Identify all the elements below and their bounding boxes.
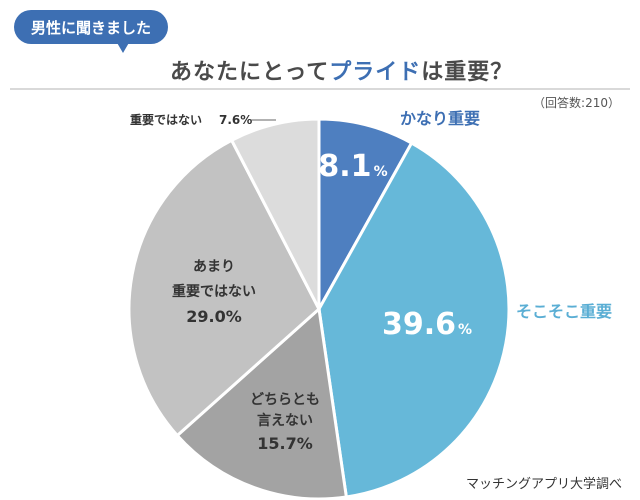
data-label-value: 8.1% [318,149,387,184]
slice-label-line: どちらとも [250,392,320,408]
data-label-number: 8.1 [318,149,371,184]
pie-slice [229,117,321,310]
survey-tag: 男性に聞きました [14,10,168,44]
source-credit: マッチングアプリ大学調べ [465,477,622,492]
slice-label-line: 言えない [257,412,313,429]
page-title: あなたにとってプライドは重要？ [170,54,513,86]
title-highlight: プライド [329,60,422,85]
survey-tag-label: 男性に聞きました [30,18,151,37]
data-label-value: 7.6% [219,113,252,127]
slice-label: そこそこ重要 [516,302,612,321]
data-label-value: 39.6% [382,307,472,342]
slice-label: 重要ではない [130,112,202,127]
slice-label: かなり重要 [400,109,480,128]
slice-label-line: 重要ではない [172,283,256,300]
pie-slice [127,138,321,438]
title-suffix: は重要？ [421,60,514,85]
data-label-unit: % [374,164,388,180]
data-label-unit: % [458,322,472,338]
survey-tag-tail [116,41,130,53]
title-prefix: あなたにとって [170,60,330,85]
pie-slice [317,117,414,315]
pie-slice [175,306,349,500]
header-divider [10,88,630,90]
data-label-number: 39.6 [382,307,456,342]
data-label-value: 15.7% [257,434,313,453]
data-label-value: 29.0% [186,307,242,326]
respondent-count: （回答数:210） [533,96,620,110]
pie-slice [317,141,511,499]
slice-label-line: あまり [193,259,235,275]
